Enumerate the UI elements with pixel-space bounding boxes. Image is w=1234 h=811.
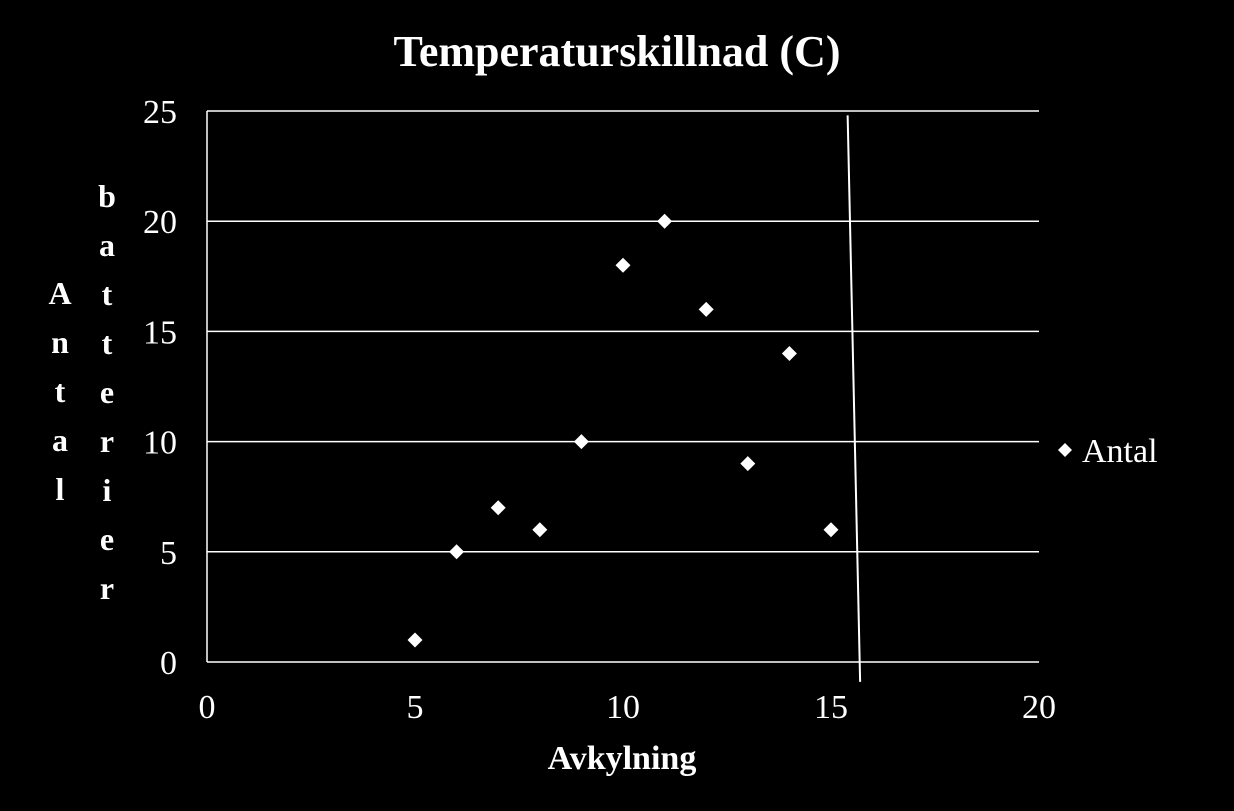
- data-point: [781, 345, 797, 361]
- data-point: [573, 434, 589, 450]
- data-point: [740, 456, 756, 472]
- y-axis-label-letter: b: [98, 178, 116, 214]
- x-tick-label: 5: [407, 689, 424, 726]
- y-tick-label: 15: [143, 314, 177, 351]
- y-axis-label-letter: i: [103, 472, 112, 508]
- reference-line-group: [846, 115, 862, 682]
- data-point: [490, 500, 506, 516]
- x-axis-label: Avkylning: [548, 740, 697, 777]
- y-tick-label: 5: [160, 535, 177, 572]
- data-points: [407, 213, 839, 648]
- reference-line: [846, 115, 862, 682]
- y-axis-label-letter: e: [100, 374, 114, 410]
- chart-title: Temperaturskillnad (C): [394, 27, 841, 76]
- legend-marker-diamond: [1058, 443, 1072, 457]
- y-tick-label: 0: [160, 645, 177, 682]
- data-point: [698, 301, 714, 317]
- x-tick-label: 20: [1022, 689, 1056, 726]
- legend: Antal: [1058, 433, 1158, 470]
- y-axis-label-letter: t: [102, 276, 113, 312]
- data-point: [823, 522, 839, 538]
- axes: [206, 111, 1039, 663]
- data-point: [615, 257, 631, 273]
- y-tick-label: 20: [143, 204, 177, 241]
- gridlines: [207, 110, 1039, 553]
- y-tick-labels: 0 5 10 15 20 25: [143, 94, 177, 682]
- data-point: [407, 632, 423, 648]
- y-axis-label-letter: n: [51, 324, 69, 360]
- legend-label: Antal: [1082, 433, 1158, 470]
- y-axis-label-letter: A: [48, 275, 71, 311]
- y-axis-label-letter: l: [56, 471, 65, 507]
- y-axis-label-letter: r: [100, 570, 114, 606]
- y-axis-label-letter: r: [100, 423, 114, 459]
- y-tick-label: 10: [143, 425, 177, 462]
- x-tick-labels: 0 5 10 15 20: [199, 689, 1057, 726]
- data-point: [449, 544, 465, 560]
- x-tick-label: 10: [606, 689, 640, 726]
- data-point: [657, 213, 673, 229]
- y-axis-label-letter: e: [100, 521, 114, 557]
- data-point: [532, 522, 548, 538]
- y-axis-label-letter: a: [99, 227, 115, 263]
- x-tick-label: 15: [814, 689, 848, 726]
- x-tick-label: 0: [199, 689, 216, 726]
- y-axis-label-letter: a: [52, 422, 68, 458]
- y-axis-label-letter: t: [102, 325, 113, 361]
- y-tick-label: 25: [143, 94, 177, 131]
- y-axis-label-letter: t: [55, 373, 66, 409]
